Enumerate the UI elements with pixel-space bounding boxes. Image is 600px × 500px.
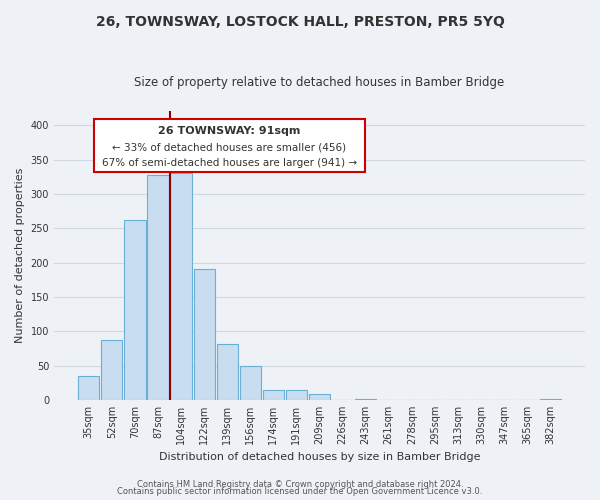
FancyBboxPatch shape [94,118,365,172]
Bar [101,340,122,400]
Text: 26 TOWNSWAY: 91sqm: 26 TOWNSWAY: 91sqm [158,126,301,136]
Text: Contains HM Land Registry data © Crown copyright and database right 2024.: Contains HM Land Registry data © Crown c… [137,480,463,489]
Title: Size of property relative to detached houses in Bamber Bridge: Size of property relative to detached ho… [134,76,505,90]
Bar [78,376,100,400]
Bar [124,220,146,400]
Bar [194,270,215,400]
Bar [309,394,330,400]
Bar [170,174,191,400]
Text: Contains public sector information licensed under the Open Government Licence v3: Contains public sector information licen… [118,487,482,496]
Bar [539,399,561,400]
Text: 67% of semi-detached houses are larger (941) →: 67% of semi-detached houses are larger (… [101,158,357,168]
Text: ← 33% of detached houses are smaller (456): ← 33% of detached houses are smaller (45… [112,142,346,152]
Bar [355,398,376,400]
Bar [263,390,284,400]
Bar [286,390,307,400]
Y-axis label: Number of detached properties: Number of detached properties [15,168,25,344]
Bar [239,366,261,400]
X-axis label: Distribution of detached houses by size in Bamber Bridge: Distribution of detached houses by size … [159,452,480,462]
Bar [217,344,238,400]
Bar [148,174,169,400]
Text: 26, TOWNSWAY, LOSTOCK HALL, PRESTON, PR5 5YQ: 26, TOWNSWAY, LOSTOCK HALL, PRESTON, PR5… [95,15,505,29]
